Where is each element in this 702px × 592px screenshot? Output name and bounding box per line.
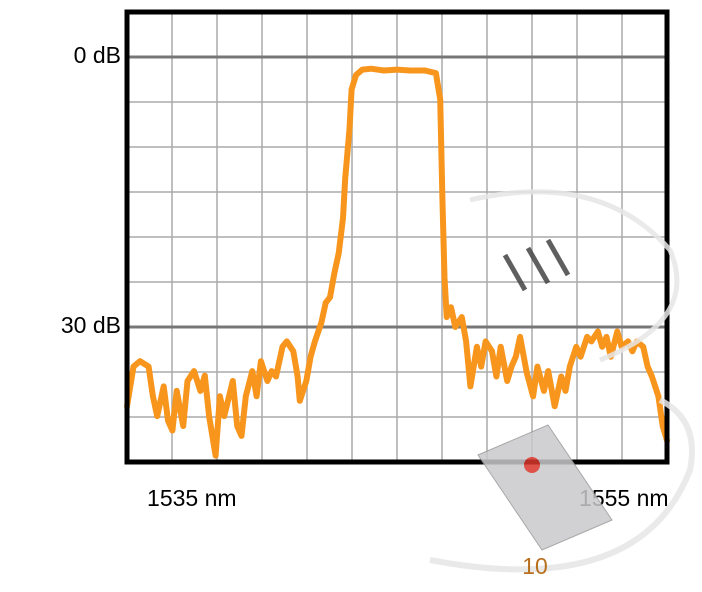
component bbox=[502, 253, 528, 292]
component bbox=[545, 238, 571, 277]
plot-frame bbox=[124, 9, 670, 465]
module-logo bbox=[524, 457, 540, 473]
annotation: 10 bbox=[522, 553, 548, 579]
x-tick-label: 1535 nm bbox=[147, 485, 237, 511]
component bbox=[525, 246, 551, 285]
module bbox=[477, 424, 613, 551]
decor-arc bbox=[429, 397, 695, 573]
decor-arc bbox=[469, 189, 680, 363]
product-images bbox=[429, 189, 695, 573]
y-tick-label: 30 dB bbox=[61, 312, 121, 338]
y-tick-label: 0 dB bbox=[74, 42, 121, 68]
spectrum-line bbox=[124, 65, 670, 459]
